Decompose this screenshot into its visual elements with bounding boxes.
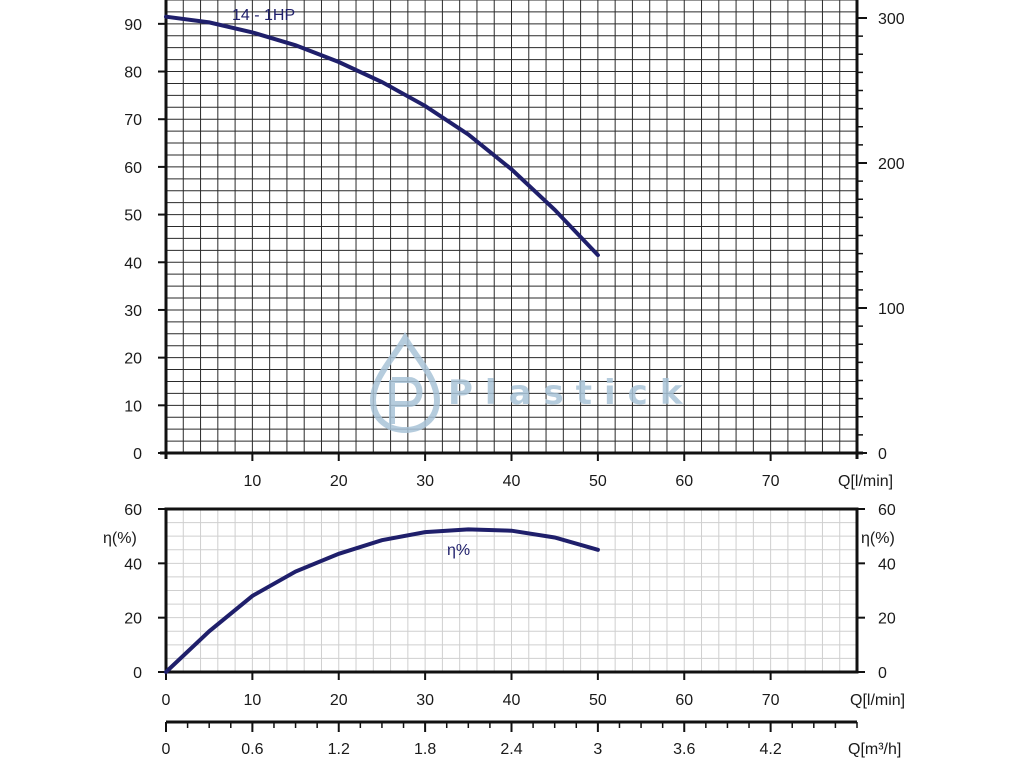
head-y-tick-label: 80 bbox=[124, 65, 142, 82]
m3h-tick-label: 0.6 bbox=[241, 741, 263, 758]
head-x-tick-label: 30 bbox=[416, 473, 434, 490]
head-x-tick-label: 10 bbox=[243, 473, 261, 490]
head-y-tick-label: 50 bbox=[124, 208, 142, 225]
m3h-tick-label: 4.2 bbox=[760, 741, 782, 758]
eff-x-tick-label: 50 bbox=[589, 692, 607, 709]
head-y2-tick-label: 200 bbox=[878, 156, 905, 173]
head-y2-tick-label: 100 bbox=[878, 301, 905, 318]
head-x-axis-title: Q[l/min] bbox=[838, 473, 893, 490]
m3h-tick-label: 3 bbox=[593, 741, 602, 758]
eff-y2-tick-label: 60 bbox=[878, 502, 896, 519]
eff-x-tick-label: 40 bbox=[503, 692, 521, 709]
head-y-tick-label: 90 bbox=[124, 17, 142, 34]
eff-y-tick-label: 60 bbox=[124, 502, 142, 519]
eff-y-axis-title: η(%) bbox=[103, 530, 137, 547]
head-curve-line bbox=[164, 14, 600, 258]
m3h-tick-label: 1.8 bbox=[414, 741, 436, 758]
head-x-tick-label: 50 bbox=[589, 473, 607, 490]
head-y-tick-label: 0 bbox=[133, 446, 142, 463]
plastick-watermark: Plastick bbox=[369, 331, 694, 434]
m3h-tick-label: 0 bbox=[162, 741, 171, 758]
head-x-tick-label: 70 bbox=[762, 473, 780, 490]
head-y-tick-label: 20 bbox=[124, 351, 142, 368]
efficiency-series-label: η% bbox=[447, 542, 470, 559]
head-x-tick-label: 40 bbox=[503, 473, 521, 490]
head-y-tick-label: 60 bbox=[124, 160, 142, 177]
eff-x-tick-label: 60 bbox=[675, 692, 693, 709]
eff-x-axis-title: Q[l/min] bbox=[850, 692, 905, 709]
eff-x-tick-label: 0 bbox=[162, 692, 171, 709]
head-y-tick-label: 40 bbox=[124, 255, 142, 272]
m3h-tick-label: 1.2 bbox=[328, 741, 350, 758]
eff-y-tick-label: 0 bbox=[133, 665, 142, 682]
efficiency-curve-line bbox=[164, 527, 600, 674]
head-y-tick-label: 30 bbox=[124, 303, 142, 320]
eff-x-tick-label: 30 bbox=[416, 692, 434, 709]
water-drop-p-icon bbox=[369, 331, 441, 434]
head-y-tick-label: 70 bbox=[124, 112, 142, 129]
eff-y2-axis-title: η(%) bbox=[861, 530, 895, 547]
head-series-label: 14 - 1HP bbox=[232, 7, 295, 24]
m3h-axis-title: Q[m³/h] bbox=[848, 741, 901, 758]
eff-y2-tick-label: 0 bbox=[878, 665, 887, 682]
eff-y2-tick-label: 40 bbox=[878, 556, 896, 573]
eff-y-tick-label: 40 bbox=[124, 556, 142, 573]
m3h-tick-label: 3.6 bbox=[673, 741, 695, 758]
head-y2-tick-label: 0 bbox=[878, 446, 887, 463]
eff-x-tick-label: 20 bbox=[330, 692, 348, 709]
m3h-tick-label: 2.4 bbox=[500, 741, 522, 758]
head-y-tick-label: 10 bbox=[124, 398, 142, 415]
eff-y2-tick-label: 20 bbox=[878, 611, 896, 628]
eff-x-tick-label: 70 bbox=[762, 692, 780, 709]
head-x-tick-label: 60 bbox=[675, 473, 693, 490]
watermark-text: Plastick bbox=[448, 373, 694, 413]
head-x-tick-label: 20 bbox=[330, 473, 348, 490]
head-y2-tick-label: 300 bbox=[878, 11, 905, 28]
eff-x-tick-label: 10 bbox=[243, 692, 261, 709]
eff-y-tick-label: 20 bbox=[124, 611, 142, 628]
